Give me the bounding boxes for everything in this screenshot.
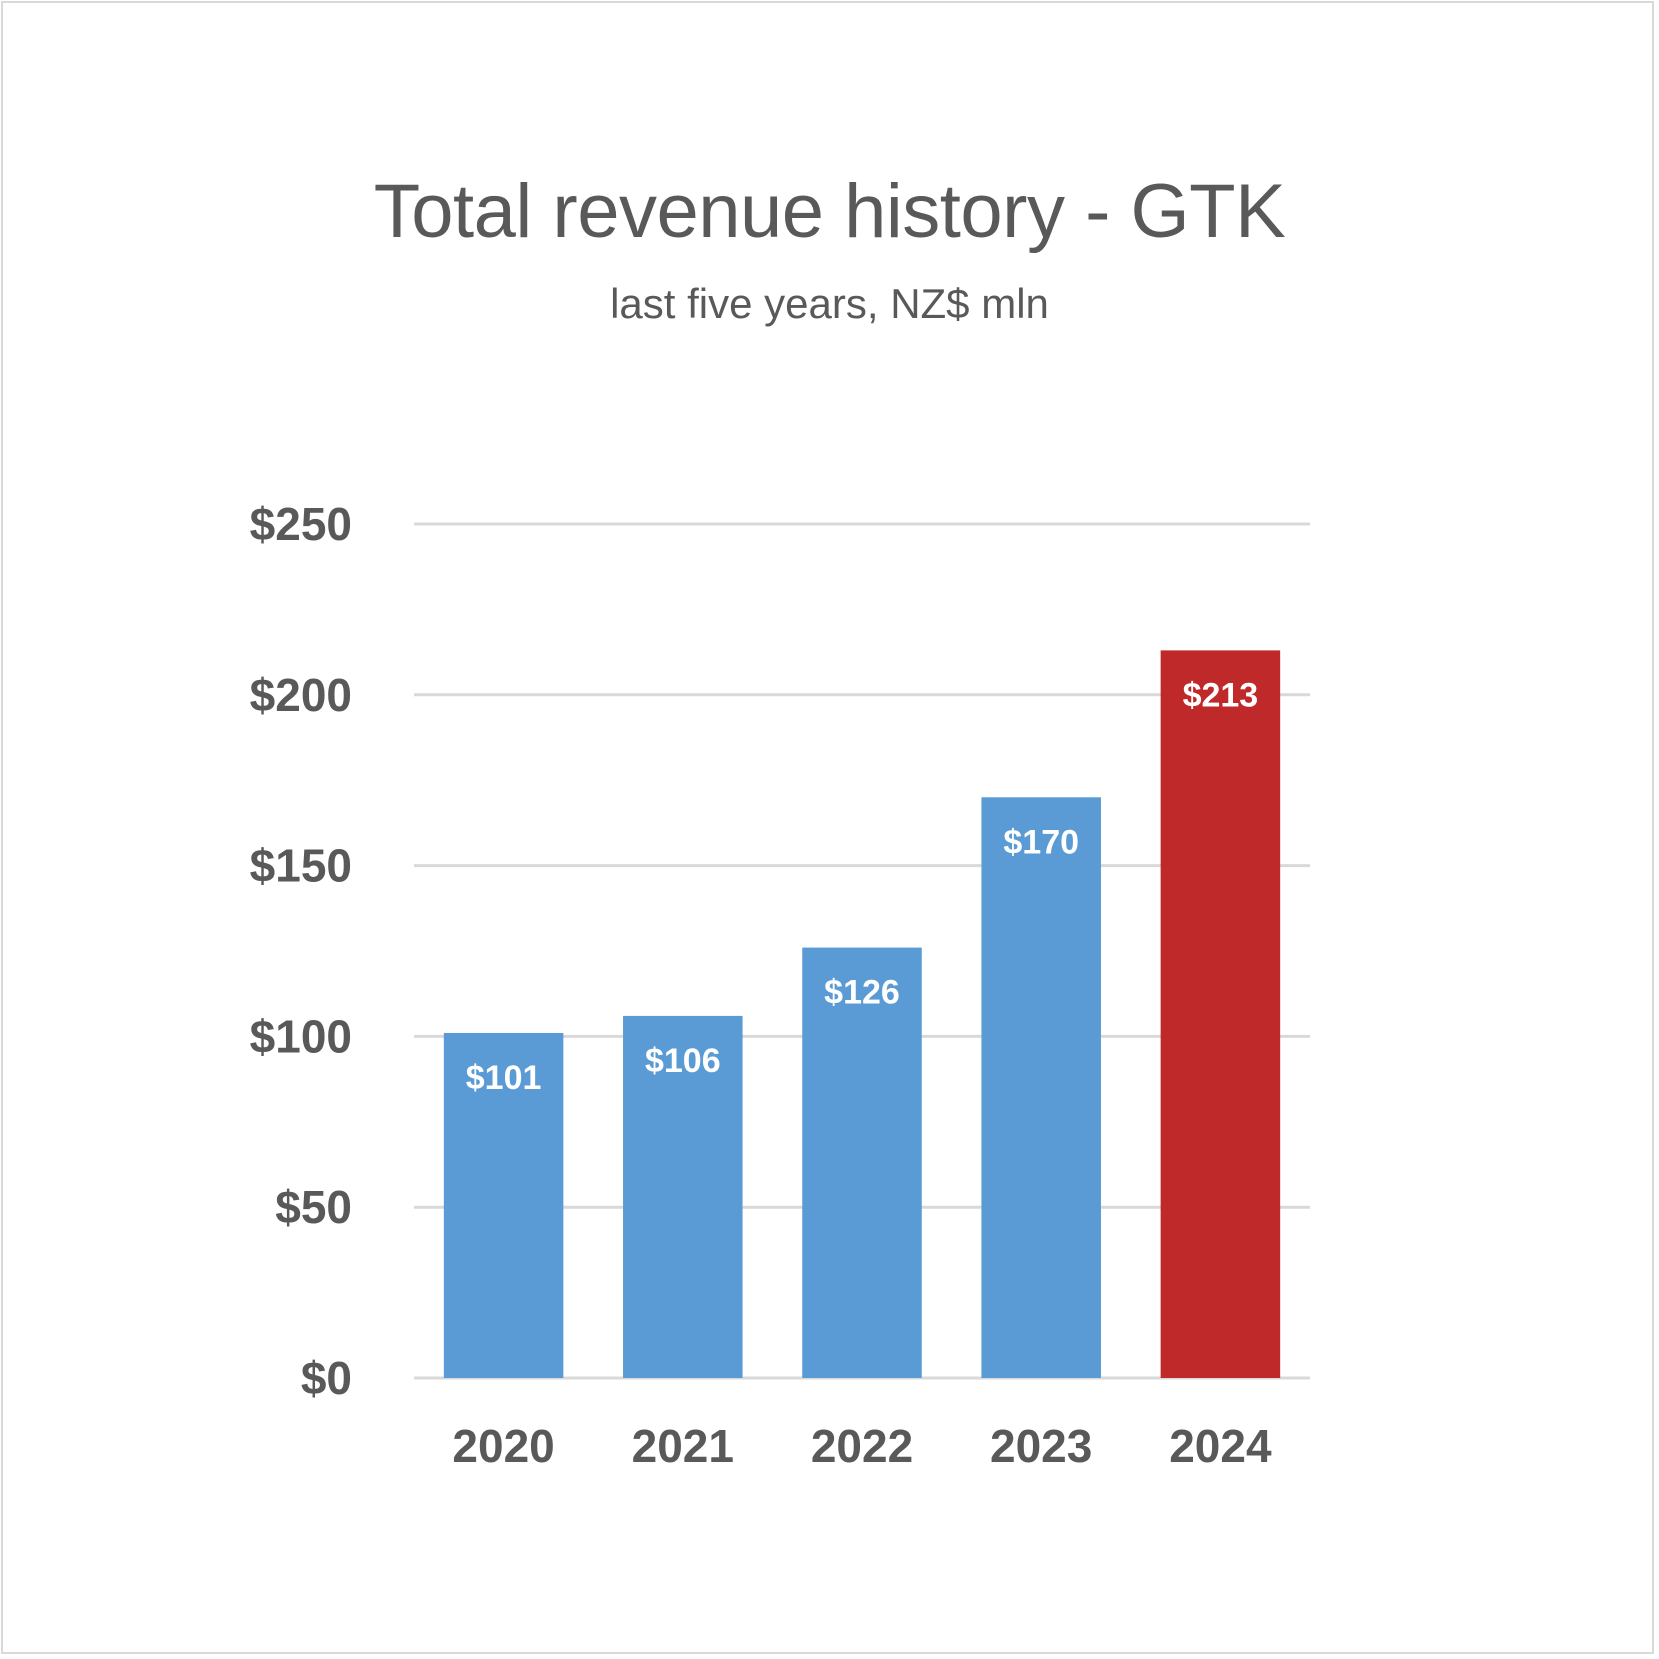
y-tick-label: $200 [250,669,352,721]
data-label-2021: $106 [645,1042,721,1080]
y-tick-label: $150 [250,840,352,892]
bar-2020 [443,1032,564,1378]
x-axis-ticks: 2020 2021 2022 2023 2024 [452,1420,1272,1472]
x-tick-label-2024: 2024 [1169,1420,1272,1472]
chart-subtitle: last five years, NZ$ mln [610,280,1049,327]
x-tick-label-2022: 2022 [811,1420,913,1472]
x-tick-label-2023: 2023 [990,1420,1092,1472]
data-label-2022: $126 [824,974,900,1012]
y-tick-label: $50 [275,1181,352,1233]
data-label-2024: $213 [1183,676,1259,714]
data-label-2020: $101 [466,1059,542,1097]
bar-2022 [802,947,922,1378]
y-tick-label: $250 [250,498,352,550]
bar-2023 [981,797,1101,1378]
chart-title: Total revenue history - GTK [373,169,1286,254]
y-axis-ticks: $0 $50 $100 $150 $200 $250 [250,498,352,1404]
bar-2024 [1160,650,1281,1378]
x-tick-label-2020: 2020 [452,1420,554,1472]
bars [443,650,1281,1378]
y-tick-label: $0 [301,1352,352,1404]
x-tick-label-2021: 2021 [632,1420,734,1472]
bar-2021 [623,1015,743,1378]
y-tick-label: $100 [250,1010,352,1062]
data-label-2023: $170 [1003,823,1079,861]
data-labels: $101 $106 $126 $170 $213 [466,676,1258,1097]
